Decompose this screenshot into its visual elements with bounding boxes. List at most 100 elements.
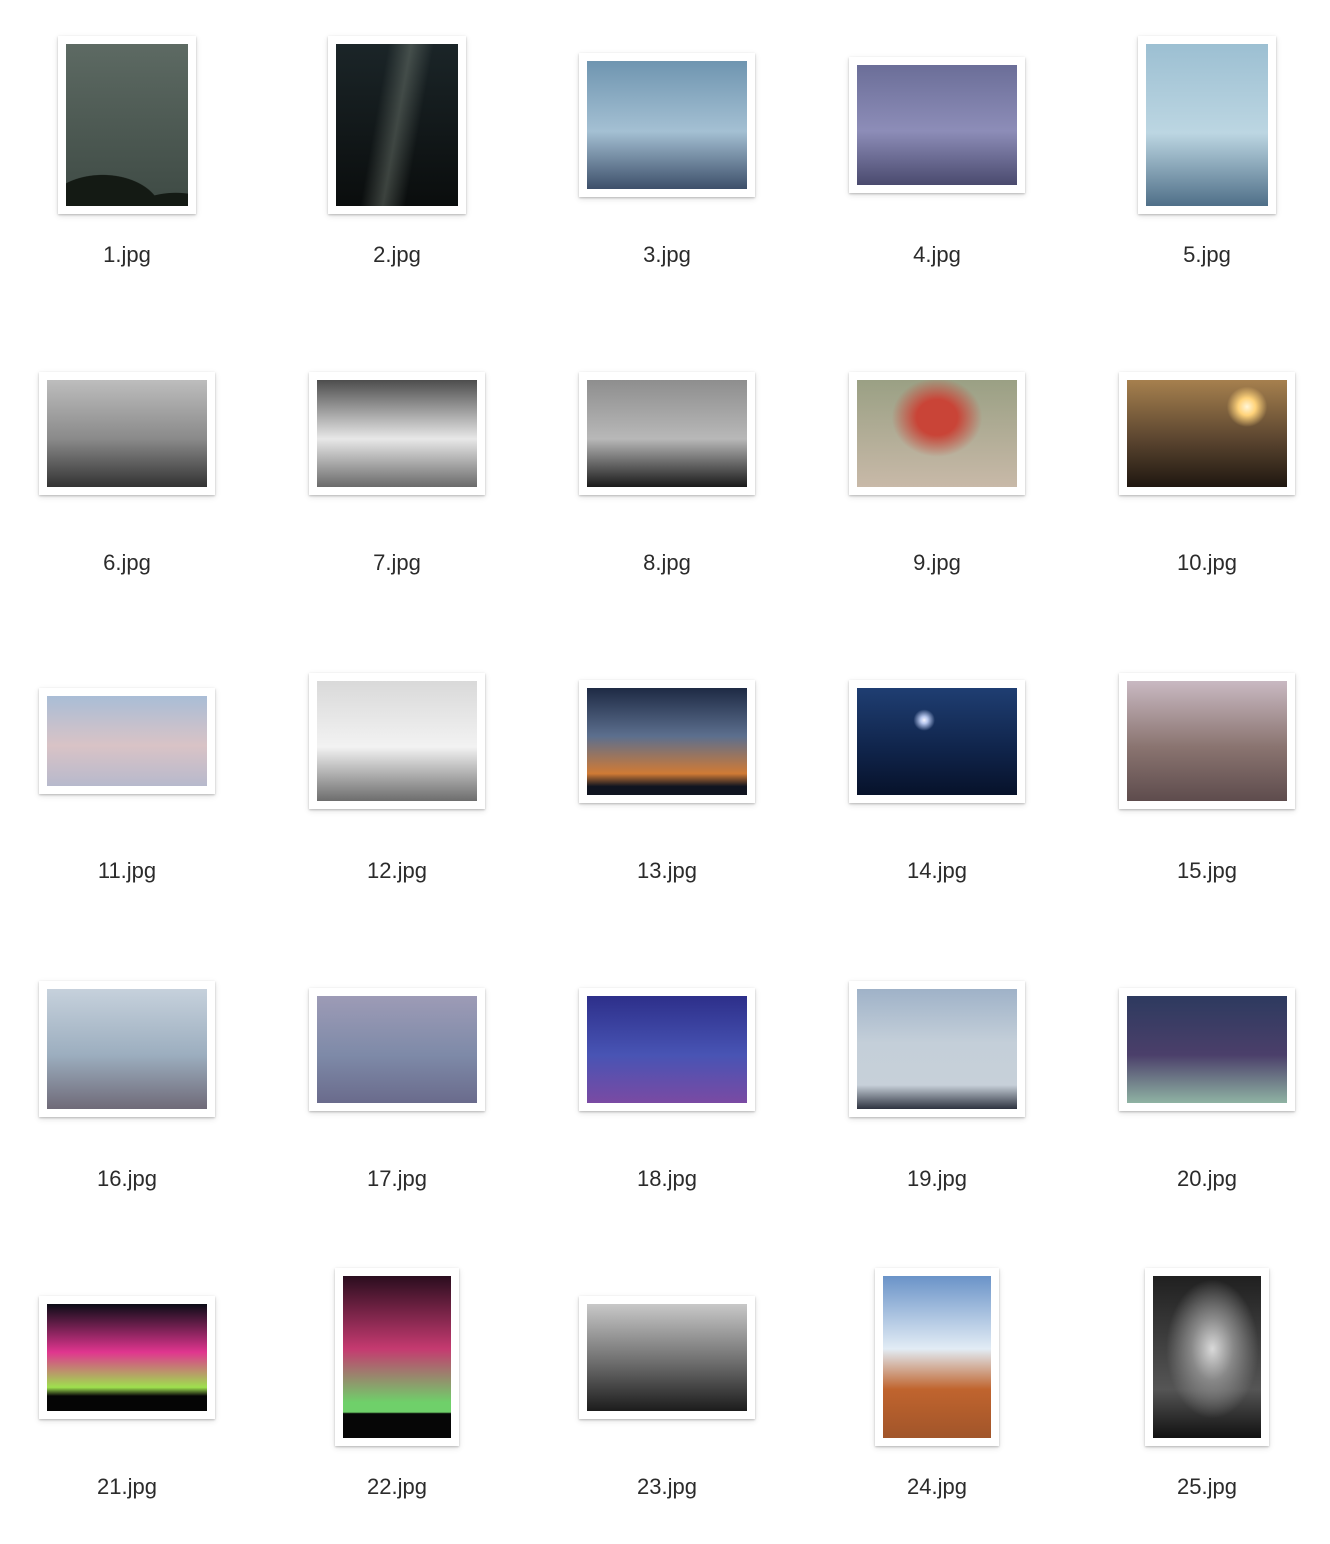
- thumbnail-frame[interactable]: [849, 981, 1025, 1117]
- file-name-label: 4.jpg: [913, 242, 961, 267]
- thumbnail-image: [1127, 379, 1287, 487]
- thumbnail-frame[interactable]: [579, 53, 755, 197]
- file-name-label: 7.jpg: [373, 550, 421, 575]
- thumbnail-frame[interactable]: [39, 371, 215, 495]
- thumbnail-frame[interactable]: [309, 371, 485, 495]
- thumbnail-image: [857, 379, 1017, 487]
- file-item[interactable]: 3.jpg: [537, 0, 797, 300]
- thumbnail-frame[interactable]: [1119, 987, 1295, 1111]
- file-item[interactable]: 17.jpg: [267, 924, 527, 1224]
- thumbnail-image: [587, 379, 747, 487]
- file-name-label: 13.jpg: [637, 858, 697, 883]
- file-name-label: 10.jpg: [1177, 550, 1237, 575]
- thumbnail-image: [47, 989, 207, 1109]
- file-name-label: 14.jpg: [907, 858, 967, 883]
- file-name-label: 6.jpg: [103, 550, 151, 575]
- file-item[interactable]: 24.jpg: [807, 1232, 1067, 1532]
- thumbnail-image: [317, 995, 477, 1103]
- file-item[interactable]: 16.jpg: [0, 924, 257, 1224]
- thumbnail-frame[interactable]: [849, 371, 1025, 495]
- thumbnail-frame[interactable]: [39, 1295, 215, 1419]
- thumbnail-frame[interactable]: [328, 36, 466, 214]
- thumbnail-frame[interactable]: [1119, 673, 1295, 809]
- file-item[interactable]: 23.jpg: [537, 1232, 797, 1532]
- thumbnail-image: [883, 1276, 991, 1438]
- file-item[interactable]: 21.jpg: [0, 1232, 257, 1532]
- thumbnail-image: [1127, 681, 1287, 801]
- thumbnail-frame[interactable]: [579, 371, 755, 495]
- file-item[interactable]: 12.jpg: [267, 616, 527, 916]
- file-name-label: 8.jpg: [643, 550, 691, 575]
- thumbnail-image: [47, 696, 207, 786]
- file-name-label: 16.jpg: [97, 1166, 157, 1191]
- thumbnail-image: [317, 681, 477, 801]
- file-name-label: 20.jpg: [1177, 1166, 1237, 1191]
- file-name-label: 3.jpg: [643, 242, 691, 267]
- thumbnail-frame[interactable]: [875, 1268, 999, 1446]
- thumbnail-frame[interactable]: [1138, 36, 1276, 214]
- thumbnail-frame[interactable]: [579, 1295, 755, 1419]
- thumbnail-image: [587, 1303, 747, 1411]
- file-item[interactable]: 4.jpg: [807, 0, 1067, 300]
- thumbnail-image: [336, 44, 458, 206]
- file-item[interactable]: 7.jpg: [267, 308, 527, 608]
- thumbnail-image: [317, 379, 477, 487]
- thumbnail-frame[interactable]: [309, 673, 485, 809]
- thumbnail-image: [857, 687, 1017, 795]
- file-item[interactable]: 1.jpg: [0, 0, 257, 300]
- thumbnail-frame[interactable]: [849, 679, 1025, 803]
- file-name-label: 21.jpg: [97, 1474, 157, 1499]
- file-name-label: 9.jpg: [913, 550, 961, 575]
- file-name-label: 22.jpg: [367, 1474, 427, 1499]
- file-name-label: 18.jpg: [637, 1166, 697, 1191]
- file-item[interactable]: 8.jpg: [537, 308, 797, 608]
- file-name-label: 12.jpg: [367, 858, 427, 883]
- thumbnail-frame[interactable]: [39, 688, 215, 794]
- file-item[interactable]: 9.jpg: [807, 308, 1067, 608]
- thumbnail-frame[interactable]: [39, 981, 215, 1117]
- thumbnail-frame[interactable]: [1145, 1268, 1269, 1446]
- file-item[interactable]: 22.jpg: [267, 1232, 527, 1532]
- thumbnail-image: [587, 687, 747, 795]
- file-item[interactable]: 18.jpg: [537, 924, 797, 1224]
- file-item[interactable]: 20.jpg: [1077, 924, 1330, 1224]
- file-name-label: 15.jpg: [1177, 858, 1237, 883]
- thumbnail-image: [587, 61, 747, 189]
- file-item[interactable]: 6.jpg: [0, 308, 257, 608]
- thumbnail-frame[interactable]: [309, 987, 485, 1111]
- thumbnail-frame[interactable]: [335, 1268, 459, 1446]
- thumbnail-frame[interactable]: [579, 987, 755, 1111]
- thumbnail-frame[interactable]: [1119, 371, 1295, 495]
- thumbnail-image: [857, 65, 1017, 185]
- file-item[interactable]: 11.jpg: [0, 616, 257, 916]
- file-name-label: 17.jpg: [367, 1166, 427, 1191]
- thumbnail-image: [343, 1276, 451, 1438]
- thumbnail-frame[interactable]: [579, 679, 755, 803]
- thumbnail-image: [1153, 1276, 1261, 1438]
- thumbnail-image: [1127, 995, 1287, 1103]
- thumbnail-frame[interactable]: [849, 57, 1025, 193]
- file-item[interactable]: 19.jpg: [807, 924, 1067, 1224]
- file-item[interactable]: 13.jpg: [537, 616, 797, 916]
- file-name-label: 1.jpg: [103, 242, 151, 267]
- file-name-label: 19.jpg: [907, 1166, 967, 1191]
- thumbnail-frame[interactable]: [58, 36, 196, 214]
- thumbnail-image: [587, 995, 747, 1103]
- thumbnail-image: [47, 379, 207, 487]
- file-name-label: 24.jpg: [907, 1474, 967, 1499]
- thumbnail-image: [66, 44, 188, 206]
- file-item[interactable]: 15.jpg: [1077, 616, 1330, 916]
- file-item[interactable]: 5.jpg: [1077, 0, 1330, 300]
- thumbnail-image: [857, 989, 1017, 1109]
- file-item[interactable]: 14.jpg: [807, 616, 1067, 916]
- thumbnail-image: [1146, 44, 1268, 206]
- file-name-label: 23.jpg: [637, 1474, 697, 1499]
- thumbnail-image: [47, 1303, 207, 1411]
- file-item[interactable]: 10.jpg: [1077, 308, 1330, 608]
- file-name-label: 11.jpg: [97, 858, 157, 883]
- file-item[interactable]: 2.jpg: [267, 0, 527, 300]
- file-item[interactable]: 25.jpg: [1077, 1232, 1330, 1532]
- file-name-label: 25.jpg: [1177, 1474, 1237, 1499]
- file-name-label: 2.jpg: [373, 242, 421, 267]
